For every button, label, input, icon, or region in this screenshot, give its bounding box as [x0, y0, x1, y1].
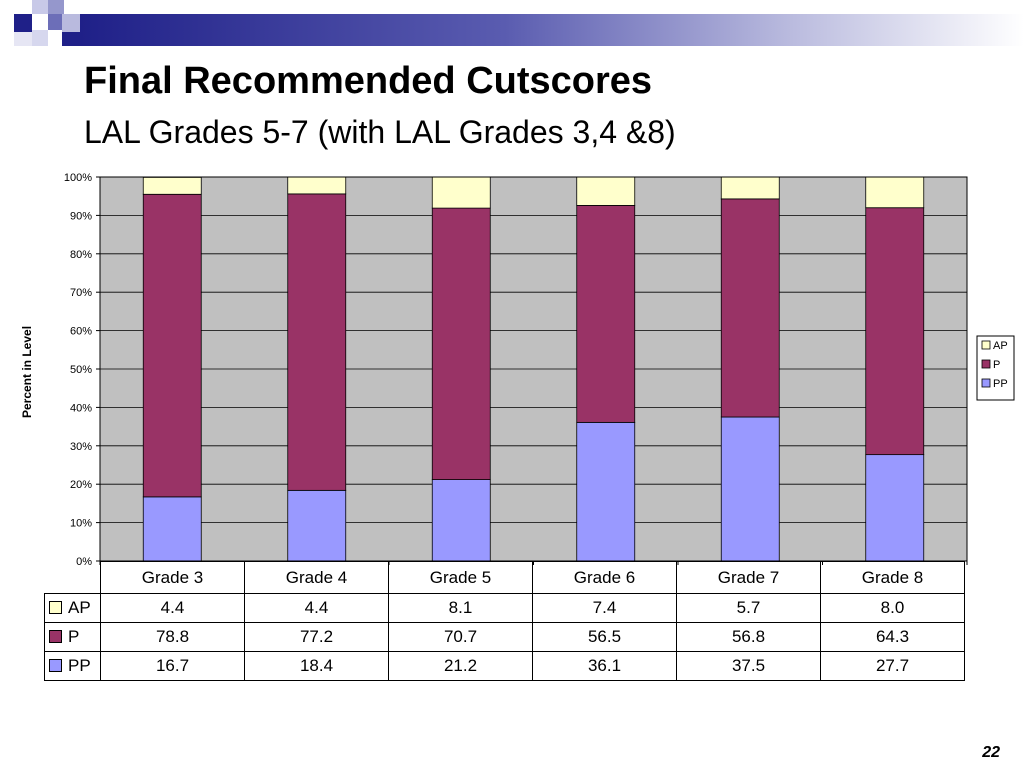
bar-pp-grade-8: [865, 454, 925, 562]
data-label: 37.5: [676, 651, 821, 681]
data-table-header-row: Grade 3 Grade 4 Grade 5 Grade 6 Grade 7 …: [44, 561, 965, 594]
category-label: Grade 4: [244, 561, 389, 594]
deco-square: [32, 0, 48, 14]
deco-square: [48, 0, 64, 14]
bar-pp-grade-7: [720, 416, 780, 562]
data-label: 21.2: [388, 651, 533, 681]
row-label: P: [68, 627, 80, 646]
header-decoration: [0, 0, 1024, 46]
deco-square: [32, 30, 48, 46]
y-tick-label: 60%: [70, 326, 92, 338]
y-tick-label: 40%: [70, 402, 92, 414]
deco-square: [62, 14, 80, 32]
data-label: 64.3: [820, 622, 965, 652]
bar-ap-grade-4: [287, 176, 347, 195]
data-label: 56.5: [532, 622, 677, 652]
y-tick-label: 20%: [70, 479, 92, 491]
data-table-corner: [44, 561, 101, 594]
row-header-pp: PP: [44, 651, 101, 681]
category-label: Grade 5: [388, 561, 533, 594]
y-tick-label: 0%: [76, 556, 92, 565]
bar-p-grade-7: [720, 198, 780, 418]
pp-swatch-icon: [49, 659, 62, 673]
legend-label: AP: [993, 340, 1008, 352]
data-table: Grade 3 Grade 4 Grade 5 Grade 6 Grade 7 …: [44, 561, 965, 681]
row-header-p: P: [44, 622, 101, 652]
category-label: Grade 8: [820, 561, 965, 594]
data-label: 18.4: [244, 651, 389, 681]
deco-square: [48, 14, 62, 30]
bar-ap-grade-7: [720, 176, 780, 200]
y-tick-label: 90%: [70, 210, 92, 222]
category-label: Grade 3: [100, 561, 245, 594]
y-tick-label: 80%: [70, 249, 92, 261]
data-label: 8.0: [820, 593, 965, 623]
legend-swatch-icon: [981, 378, 991, 388]
legend-swatch-icon: [981, 359, 991, 369]
bar-ap-grade-3: [142, 176, 202, 195]
row-label: AP: [68, 598, 91, 617]
y-tick-label: 70%: [70, 287, 92, 299]
legend-swatch-icon: [981, 340, 991, 350]
y-tick-label: 10%: [70, 518, 92, 530]
bar-pp-grade-3: [142, 496, 202, 562]
bar-ap-grade-5: [431, 176, 491, 209]
data-label: 70.7: [388, 622, 533, 652]
bar-p-grade-5: [431, 207, 491, 480]
y-tick-label: 50%: [70, 364, 92, 376]
row-label: PP: [68, 656, 91, 675]
bar-pp-grade-5: [431, 479, 491, 562]
bar-p-grade-8: [865, 207, 925, 456]
deco-square: [14, 14, 32, 32]
table-row-ap: AP 4.4 4.4 8.1 7.4 5.7 8.0: [44, 593, 965, 623]
p-swatch-icon: [49, 630, 62, 644]
deco-square: [62, 32, 80, 46]
data-label: 56.8: [676, 622, 821, 652]
data-label: 78.8: [100, 622, 245, 652]
ap-swatch-icon: [49, 601, 62, 615]
page-number: 22: [982, 744, 1000, 761]
y-tick-label: 30%: [70, 441, 92, 453]
bar-p-grade-4: [287, 193, 347, 491]
bar-pp-grade-4: [287, 489, 347, 562]
data-label: 4.4: [244, 593, 389, 623]
category-label: Grade 7: [676, 561, 821, 594]
data-label: 5.7: [676, 593, 821, 623]
legend-label: P: [993, 359, 1000, 371]
table-row-pp: PP 16.7 18.4 21.2 36.1 37.5 27.7: [44, 651, 965, 681]
table-row-p: P 78.8 77.2 70.7 56.5 56.8 64.3: [44, 622, 965, 652]
row-header-ap: AP: [44, 593, 101, 623]
y-axis-label: Percent in Level: [20, 326, 34, 418]
deco-square: [32, 14, 48, 30]
legend-label: PP: [993, 378, 1008, 390]
header-gradient-bar: [80, 14, 1024, 46]
bar-p-grade-6: [576, 205, 636, 423]
stacked-bar-chart: 0% 10% 20% 30% 40% 50% 60% 70% 80% 90% 100% Percen…: [20, 172, 1015, 565]
y-tick-label: 100%: [64, 172, 92, 184]
data-label: 77.2: [244, 622, 389, 652]
data-label: 36.1: [532, 651, 677, 681]
bars: [142, 176, 925, 562]
bar-ap-grade-6: [576, 176, 636, 206]
slide-subtitle: LAL Grades 5-7 (with LAL Grades 3,4 &8): [84, 114, 676, 150]
data-label: 8.1: [388, 593, 533, 623]
data-label: 16.7: [100, 651, 245, 681]
data-label: 4.4: [100, 593, 245, 623]
bar-ap-grade-8: [865, 176, 925, 209]
deco-square: [14, 32, 32, 46]
category-label: Grade 6: [532, 561, 677, 594]
bar-pp-grade-6: [576, 421, 636, 562]
data-label: 7.4: [532, 593, 677, 623]
data-label: 27.7: [820, 651, 965, 681]
bar-p-grade-3: [142, 193, 202, 498]
slide-title: Final Recommended Cutscores: [84, 60, 653, 102]
